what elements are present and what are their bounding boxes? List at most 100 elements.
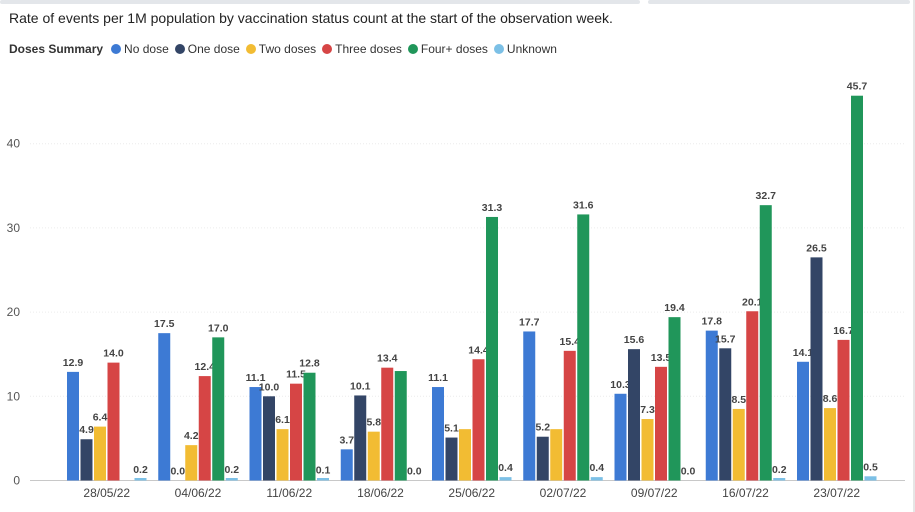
bar-three-doses [837,339,850,481]
legend-item-four-plus-doses[interactable]: Four+ doses [407,42,488,56]
data-label-four-plus-doses: 17.0 [208,322,229,334]
data-label-three-doses: 13.5 [651,352,672,364]
data-label-four-plus-doses: 31.3 [482,202,503,214]
x-tick-label: 09/07/22 [631,486,678,500]
y-tick-label: 10 [7,389,21,403]
x-tick-label: 23/07/22 [813,486,860,500]
bar-no-dose [158,333,171,481]
bar-four-plus-doses [303,372,316,481]
legend-label-no-dose: No dose [124,42,169,56]
bar-one-dose [263,396,275,481]
legend-item-unknown[interactable]: Unknown [493,42,557,56]
x-tick-label: 04/06/22 [175,486,222,500]
bar-unknown [317,478,329,481]
data-label-unknown: 0.1 [316,465,331,477]
chart-legend: Doses Summary No dose One dose Two doses… [9,41,563,57]
data-label-one-dose: 15.7 [715,333,736,345]
bar-no-dose [797,361,809,481]
legend-title: Doses Summary [9,42,104,56]
data-label-two-doses: 6.4 [93,412,108,424]
legend-swatch-unknown [493,44,504,54]
data-label-three-doses: 14.0 [103,348,124,360]
data-label-unknown: 0.4 [498,462,513,474]
bar-one-dose [628,349,640,481]
data-label-unknown: 0.5 [863,461,878,473]
bar-three-doses [472,359,485,481]
bar-two-doses [732,408,745,481]
bar-four-plus-doses [668,317,681,481]
x-tick-label: 16/07/22 [722,486,769,500]
data-label-one-dose: 10.0 [259,381,280,393]
data-label-no-dose: 17.5 [154,318,175,330]
bar-unknown [864,476,877,481]
y-tick-label: 20 [7,305,21,319]
chart-title: Rate of events per 1M population by vacc… [9,10,613,26]
data-label-four-plus-doses: 45.7 [847,81,868,93]
bar-three-doses [290,383,302,481]
legend-item-one-dose[interactable]: One dose [174,42,240,56]
bar-unknown [773,478,786,481]
legend-label-two-doses: Two doses [258,42,317,56]
legend-swatch-four-plus-doses [407,44,418,54]
data-label-one-dose: 15.6 [624,334,645,346]
data-label-three-doses: 11.5 [286,369,306,381]
data-label-unknown: 0.0 [681,466,696,478]
data-label-three-doses: 15.4 [560,336,581,348]
legend-label-unknown: Unknown [506,42,557,56]
bar-no-dose [249,387,262,481]
bar-two-doses [185,445,198,481]
y-tick-label: 30 [7,221,21,235]
bar-no-dose [340,449,353,481]
legend-item-three-doses[interactable]: Three doses [322,42,402,56]
right-window-edge [913,0,915,512]
data-label-four-plus-doses: 19.4 [664,302,685,314]
legend-swatch-two-doses [245,44,256,54]
data-label-one-dose: 10.1 [350,380,371,392]
data-label-no-dose: 17.8 [702,316,723,328]
data-label-unknown: 0.2 [224,464,239,476]
data-label-four-plus-doses: 32.7 [756,190,777,202]
data-label-four-plus-doses: 12.8 [299,358,320,370]
data-label-three-doses: 12.4 [195,361,216,373]
bar-four-plus-doses [212,337,225,481]
bar-unknown [134,478,147,481]
y-tick-label: 0 [13,474,20,488]
legend-item-two-doses[interactable]: Two doses [245,42,317,56]
x-tick-label: 11/06/22 [266,486,312,500]
data-label-unknown: 0.2 [772,464,787,476]
data-label-no-dose: 11.1 [246,372,266,384]
y-tick-label: 40 [7,137,21,151]
bar-one-dose [810,257,823,481]
bar-four-plus-doses [486,216,498,481]
data-label-no-dose: 12.9 [63,357,84,369]
data-label-no-dose: 3.7 [339,434,354,446]
data-label-unknown: 0.4 [589,462,604,474]
legend-item-no-dose[interactable]: No dose [111,42,169,56]
bar-one-dose [80,439,93,481]
bar-two-doses [824,408,836,481]
bar-two-doses [367,431,380,481]
bar-no-dose [705,330,718,481]
legend-swatch-no-dose [111,44,122,54]
bar-one-dose [536,436,549,481]
bar-two-doses [459,429,471,481]
data-label-three-doses: 13.4 [377,353,398,365]
data-label-two-doses: 8.6 [823,393,838,405]
data-label-one-dose: 4.9 [79,424,94,436]
data-label-unknown: 0.0 [407,466,422,478]
legend-label-three-doses: Three doses [335,42,402,56]
top-window-edge [0,0,915,6]
bar-unknown [499,477,512,481]
data-label-no-dose: 14.1 [793,347,814,359]
bar-four-plus-doses [577,214,590,481]
data-label-two-doses: 5.8 [366,417,381,429]
x-tick-label: 28/05/22 [83,486,130,500]
data-label-two-doses: 4.2 [184,430,199,442]
bar-unknown [225,478,238,481]
bar-no-dose [523,331,536,481]
bar-no-dose [432,387,444,481]
data-label-no-dose: 17.7 [519,316,540,328]
bar-two-doses [94,426,106,481]
data-label-one-dose: 26.5 [806,242,827,254]
bar-two-doses [276,429,289,481]
